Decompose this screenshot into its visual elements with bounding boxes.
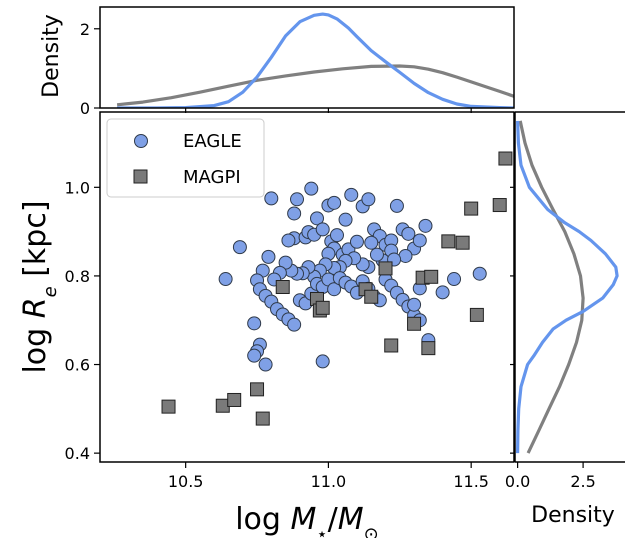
eagle-point — [364, 235, 379, 250]
right-x-tick-label: 2.5 — [570, 472, 595, 491]
magpi-point — [364, 289, 379, 304]
x-tick-label: 11.0 — [311, 472, 347, 491]
eagle-point — [344, 187, 359, 202]
top-y-axis-label: Density — [39, 14, 64, 98]
magpi-point — [407, 316, 422, 331]
y-tick-label: 0.6 — [65, 356, 90, 375]
x-tick-label: 11.5 — [453, 472, 489, 491]
eagle-point — [327, 195, 342, 210]
top-x-ticks — [185, 108, 472, 113]
magpi-point — [378, 261, 393, 276]
eagle-point — [315, 354, 330, 369]
scatter-points — [161, 151, 513, 426]
magpi-point — [464, 201, 479, 216]
eagle-point — [369, 247, 384, 262]
eagle-point — [447, 272, 462, 287]
eagle-point — [264, 191, 279, 206]
legend: EAGLE MAGPI — [106, 118, 265, 198]
eagle-point — [281, 233, 296, 248]
right-x-tick-label: 0.0 — [505, 472, 530, 491]
right-density-panel: 0.0 2.5 Density — [505, 111, 625, 528]
eagle-point — [287, 317, 302, 332]
eagle-point — [290, 192, 305, 207]
eagle-point — [361, 192, 376, 207]
top-y-tick-label: 0 — [80, 99, 90, 118]
eagle-point — [232, 240, 247, 255]
magpi-point — [492, 198, 507, 213]
eagle-point — [389, 198, 404, 213]
magpi-point — [498, 151, 513, 166]
top-density-curves — [116, 12, 514, 108]
eagle-point — [329, 228, 344, 243]
magpi-point — [275, 280, 290, 294]
eagle-point — [247, 348, 262, 363]
right-x-axis: 0.0 2.5 — [505, 462, 596, 491]
eagle-point — [304, 181, 319, 196]
eagle-point — [472, 266, 487, 281]
eagle-point — [412, 233, 427, 248]
eagle-point — [287, 206, 302, 221]
magpi-point — [384, 338, 399, 353]
eagle-point — [349, 234, 364, 249]
main-x-axis: 10.5 11.0 11.5 — [168, 462, 489, 491]
eagle-point — [401, 226, 416, 241]
right-x-axis-label: Density — [531, 503, 615, 528]
magpi-point — [315, 300, 330, 315]
eagle-point — [327, 282, 342, 297]
magpi-point — [227, 392, 242, 407]
right-density-curves — [516, 120, 619, 454]
magpi-point — [161, 399, 176, 414]
legend-label-eagle: EAGLE — [183, 131, 242, 152]
legend-label-magpi: MAGPI — [183, 167, 241, 188]
right-y-ticks — [510, 186, 515, 454]
main-y-axis: 0.4 0.6 0.8 1.0 — [65, 178, 100, 463]
eagle-point — [315, 222, 330, 237]
main-y-axis-label: log Re [kpc] — [18, 200, 61, 373]
top-density-panel: 02 Density — [39, 6, 515, 118]
magpi-point — [255, 411, 270, 426]
right-density-line-magpi — [518, 120, 585, 454]
y-tick-label: 1.0 — [65, 178, 90, 197]
legend-marker-eagle — [134, 134, 148, 148]
eagle-point — [418, 218, 433, 233]
top-density-line-magpi — [116, 64, 514, 107]
y-tick-label: 0.4 — [65, 444, 90, 463]
legend-marker-magpi — [133, 169, 148, 184]
magpi-point — [455, 235, 470, 250]
top-plot-frame — [99, 6, 515, 109]
eagle-point — [258, 357, 273, 372]
magpi-point — [421, 341, 436, 356]
magpi-point — [250, 382, 265, 397]
y-tick-label: 0.8 — [65, 267, 90, 286]
main-plot-frame — [99, 111, 515, 463]
x-tick-label: 10.5 — [168, 472, 204, 491]
eagle-point — [435, 285, 450, 300]
eagle-point — [309, 211, 324, 226]
magpi-point — [424, 269, 439, 284]
eagle-point — [407, 297, 422, 312]
eagle-point — [218, 272, 233, 287]
eagle-point — [338, 212, 353, 227]
eagle-point — [247, 316, 262, 331]
top-y-tick-label: 2 — [80, 20, 90, 39]
magpi-point — [441, 234, 456, 249]
eagle-point — [261, 249, 276, 264]
main-x-axis-label: log M⋆/M⊙ — [235, 502, 379, 538]
magpi-point — [469, 307, 484, 322]
main-scatter-panel: 10.5 11.0 11.5 0.4 0.6 0.8 1.0 EAGLE MAGPI lo… — [18, 111, 515, 538]
top-y-axis: 02 — [80, 20, 100, 118]
top-density-line-eagle — [117, 12, 514, 108]
right-density-line-eagle — [516, 120, 619, 454]
